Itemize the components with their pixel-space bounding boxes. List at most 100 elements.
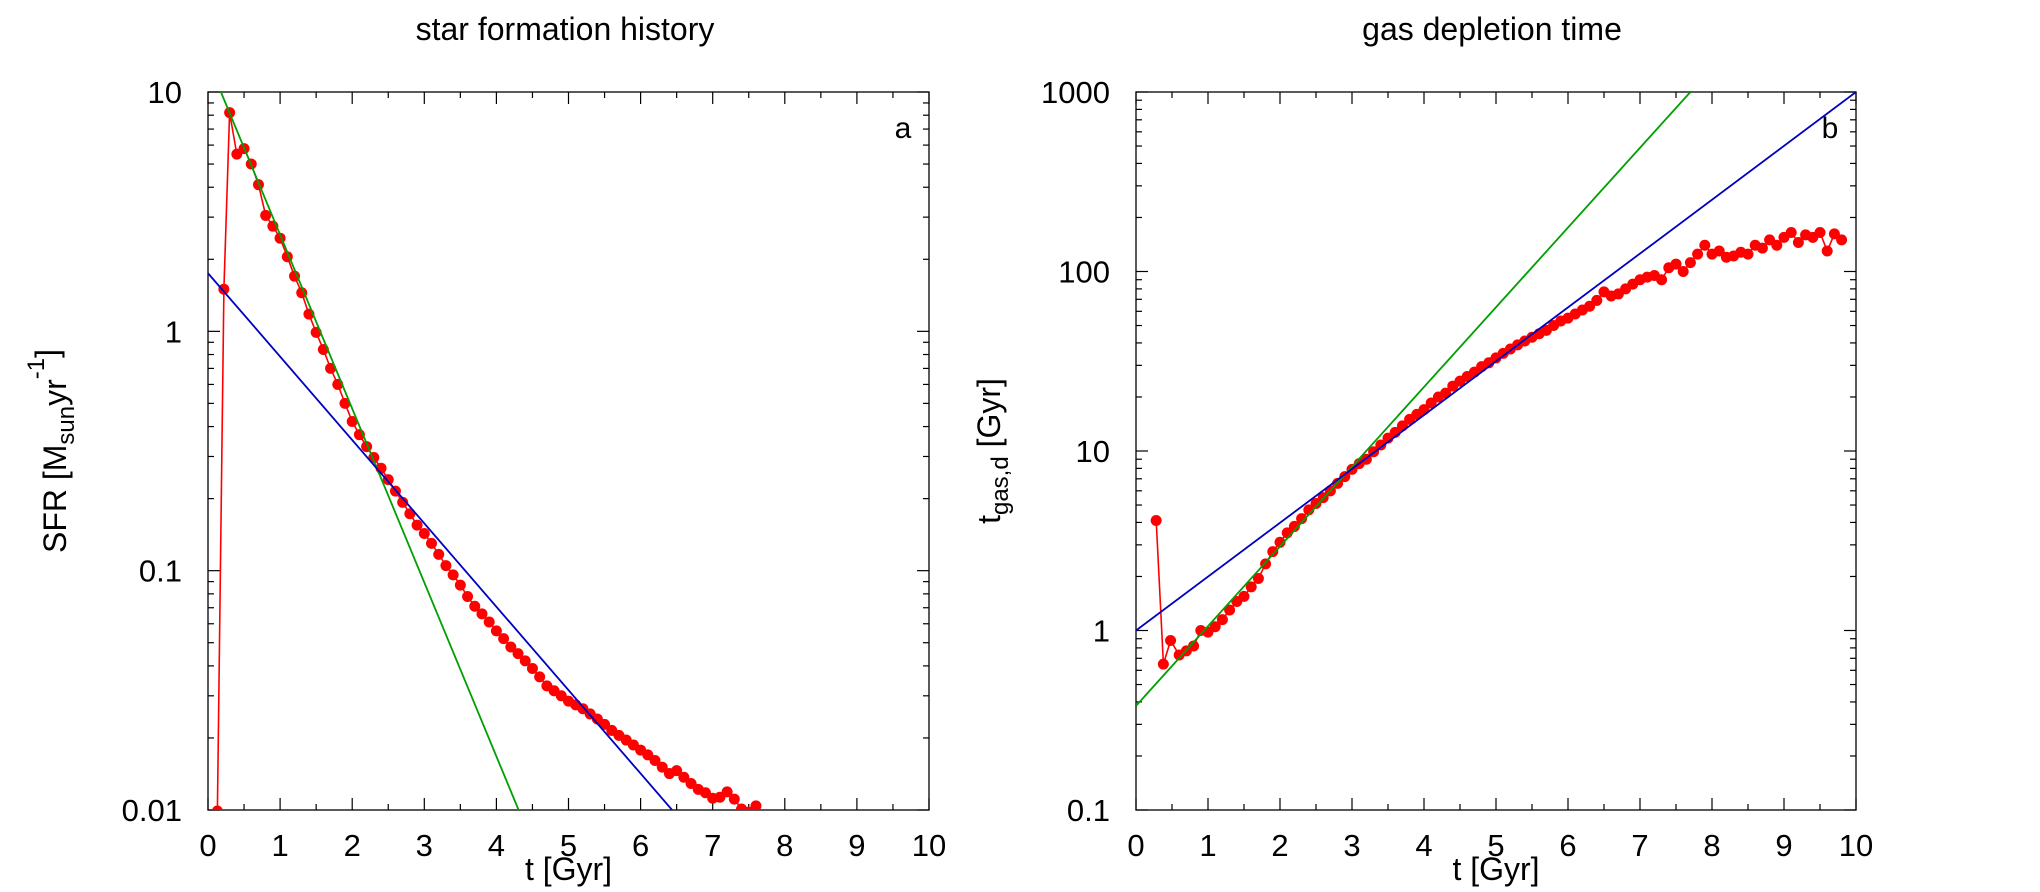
data-point (1252, 572, 1264, 584)
data-point (346, 416, 358, 428)
series-line-simulation (216, 112, 757, 810)
data-point (1425, 397, 1437, 409)
y-axis-label-part: -1 (23, 358, 50, 379)
data-point (1792, 237, 1804, 249)
x-tick-label: 4 (1415, 828, 1432, 863)
data-point (218, 283, 230, 295)
data-point (1245, 581, 1257, 593)
y-tick-label: 0.1 (1067, 793, 1110, 828)
chart-panel-b: gas depletion time b 0 1 2 3 4 5 6 7 8 9 10 0.1 1 10 100… (971, 11, 1873, 887)
data-point (736, 803, 748, 810)
plot-area (1136, 92, 1856, 707)
series-line-green-fit (219, 92, 520, 810)
y-tick-label: 1 (165, 314, 182, 349)
series-line-blue-fit (208, 272, 674, 810)
x-tick-label: 8 (1703, 828, 1720, 863)
y-tick-label: 100 (1058, 255, 1110, 290)
data-point (1684, 257, 1696, 269)
data-point (671, 765, 683, 777)
y-axis-label-part: t (971, 515, 1007, 524)
data-point (1656, 274, 1668, 286)
y-tick-label: 0.1 (139, 554, 182, 589)
data-point (678, 771, 690, 783)
data-point (1274, 536, 1286, 548)
data-point (462, 590, 474, 602)
data-point (498, 633, 510, 645)
x-tick-label: 9 (1775, 828, 1792, 863)
data-point (1224, 604, 1236, 616)
data-point (1821, 245, 1833, 257)
data-point (1209, 621, 1221, 633)
data-point (1267, 546, 1279, 558)
data-point (1591, 294, 1603, 306)
data-point (750, 800, 762, 810)
data-point (512, 648, 524, 660)
data-point (526, 663, 538, 675)
x-tick-label: 9 (848, 828, 865, 863)
plot-area (208, 92, 762, 810)
chart-title: star formation history (416, 11, 715, 47)
data-point (1670, 258, 1682, 270)
x-tick-label: 0 (199, 828, 216, 863)
x-tick-label: 1 (271, 828, 288, 863)
y-axis-label-part: yr (37, 379, 73, 406)
data-point (411, 519, 423, 531)
data-point (1699, 239, 1711, 251)
plot-frame (1135, 91, 1857, 811)
data-point (490, 625, 502, 637)
data-point (1150, 515, 1162, 527)
x-tick-label: 1 (1199, 828, 1216, 863)
data-point (534, 671, 546, 683)
x-tick-label: 5 (1487, 828, 1504, 863)
y-axis-label-part: gas,d (987, 456, 1014, 515)
y-axis-label-part: [Gyr] (971, 378, 1007, 456)
data-point (1785, 226, 1797, 238)
data-point (382, 474, 394, 486)
x-axis-label: t [Gyr] (1452, 851, 1539, 887)
x-tick-label: 5 (560, 828, 577, 863)
data-point (1157, 658, 1169, 670)
data-point (476, 608, 488, 620)
data-point (483, 616, 495, 628)
data-point (728, 793, 740, 805)
chart-title: gas depletion time (1362, 11, 1622, 47)
x-tick-label: 7 (704, 828, 721, 863)
y-axis-label-part: ] (29, 349, 65, 358)
data-point (454, 579, 466, 591)
data-point (397, 496, 409, 508)
x-tick-label: 2 (1271, 828, 1288, 863)
panel-label: a (895, 112, 912, 145)
x-tick-label: 3 (416, 828, 433, 863)
y-axis-label: SFR [Msunyr-1] (23, 349, 80, 553)
data-point (1692, 248, 1704, 260)
data-point (649, 754, 661, 766)
y-tick-label: 1 (1093, 614, 1110, 649)
data-point (260, 209, 272, 221)
y-tick-label: 10 (148, 75, 182, 110)
data-point (1339, 471, 1351, 483)
data-point (325, 362, 337, 374)
y-tick-label: 10 (1076, 434, 1110, 469)
x-tick-label: 6 (1559, 828, 1576, 863)
data-point (1188, 640, 1200, 652)
x-tick-label: 8 (776, 828, 793, 863)
x-tick-label: 6 (632, 828, 649, 863)
data-point (1713, 245, 1725, 257)
data-point (1216, 614, 1228, 626)
data-point (469, 600, 481, 612)
y-axis-label: tgas,d [Gyr] (971, 378, 1014, 524)
data-point (505, 641, 517, 653)
x-tick-label: 3 (1343, 828, 1360, 863)
data-point (1836, 234, 1848, 246)
data-point (1814, 226, 1826, 238)
series-line-blue-fit (1136, 92, 1856, 632)
series-line-green-fit (1136, 92, 1692, 707)
data-point (1296, 513, 1308, 525)
data-point (211, 805, 223, 810)
chart-panel-a: star formation history a 0 1 2 3 4 5 6 7 8 9 10 0.01 0… (23, 11, 946, 887)
y-axis-label-part: sun (53, 406, 80, 445)
data-point (433, 548, 445, 560)
data-point (440, 560, 452, 572)
data-point (721, 786, 733, 798)
